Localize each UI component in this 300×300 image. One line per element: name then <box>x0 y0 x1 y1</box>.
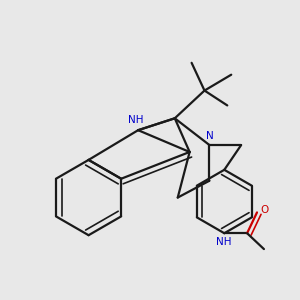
Text: NH: NH <box>216 237 231 247</box>
Text: NH: NH <box>128 115 144 125</box>
Text: O: O <box>260 206 268 215</box>
Text: N: N <box>206 131 213 141</box>
